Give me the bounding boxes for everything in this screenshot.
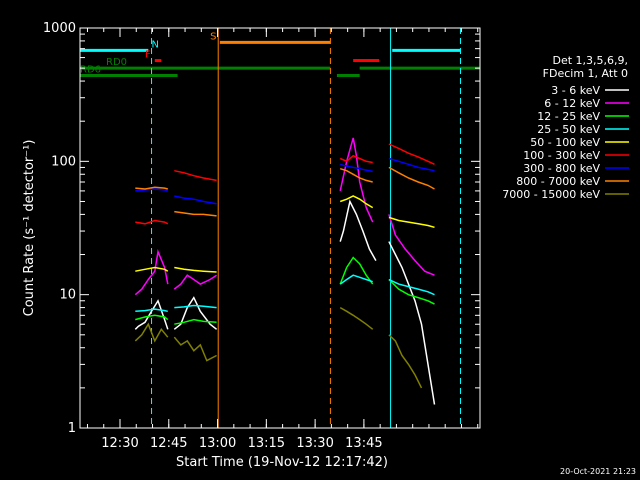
- series-line: [388, 278, 435, 296]
- y-axis: 1 10 100 1000: [43, 21, 480, 436]
- series-line: [174, 266, 217, 273]
- series-line: [174, 169, 217, 182]
- series-line: [135, 308, 168, 313]
- y-tick-label: 100: [51, 154, 76, 169]
- series-line: [174, 210, 217, 217]
- legend-header: Det 1,3,5,6,9,: [552, 54, 628, 67]
- series-line: [135, 266, 169, 272]
- series-line: [388, 278, 435, 305]
- generation-timestamp: 20-Oct-2021 21:23: [560, 467, 636, 476]
- legend-header: FDecim 1, Att 0: [543, 67, 628, 80]
- series-layer: [134, 137, 436, 405]
- series-line: [388, 143, 435, 165]
- annotation-label: S: [210, 31, 216, 42]
- series-line: [173, 336, 217, 362]
- legend-label: 12 - 25 keV: [537, 110, 600, 123]
- series-line: [339, 195, 374, 209]
- series-line: [174, 318, 217, 325]
- y-tick-label: 10: [59, 288, 76, 303]
- x-tick-label: 13:00: [199, 436, 236, 451]
- annotation-label: RD6: [80, 65, 101, 76]
- series-line: [339, 256, 374, 285]
- series-line: [134, 299, 169, 330]
- x-tick-label: 13:45: [345, 436, 382, 451]
- legend-label: 7000 - 15000 keV: [502, 188, 600, 201]
- series-line: [388, 241, 436, 405]
- legend-label: 100 - 300 keV: [523, 149, 600, 162]
- series-line: [388, 166, 435, 190]
- series-line: [134, 322, 169, 343]
- series-line: [339, 199, 377, 261]
- series-line: [388, 157, 435, 172]
- x-tick-label: 13:30: [296, 436, 333, 451]
- legend-label: 300 - 800 keV: [523, 162, 600, 175]
- annotation-label: F: [145, 50, 151, 61]
- y-tick-label: 1: [68, 421, 76, 436]
- observing-annotations: NF S RD0 RD6: [80, 31, 480, 78]
- series-line: [339, 306, 374, 330]
- series-line: [339, 163, 373, 173]
- annotation-label: N: [152, 39, 159, 50]
- chart-title: RHESSI Observing Summary Count Rates: [125, 3, 435, 21]
- x-axis: 12:30 12:45 13:00 13:15 13:30 13:45: [86, 28, 479, 451]
- series-line: [173, 296, 218, 330]
- series-line: [339, 137, 374, 223]
- annotation-label: RD0: [106, 57, 127, 68]
- x-tick-label: 12:45: [150, 436, 187, 451]
- y-tick-label: 1000: [43, 21, 76, 36]
- vertical-markers: [79, 28, 461, 428]
- series-line: [174, 195, 217, 205]
- legend-label: 6 - 12 keV: [544, 97, 600, 110]
- x-tick-label: 13:15: [248, 436, 285, 451]
- series-line: [339, 167, 373, 183]
- legend-label: 800 - 7000 keV: [516, 175, 600, 188]
- series-line: [174, 304, 217, 309]
- series-line: [135, 219, 169, 225]
- series-line: [339, 274, 373, 285]
- series-line: [134, 248, 169, 296]
- series-line: [173, 274, 218, 290]
- series-line: [388, 334, 423, 389]
- series-line: [339, 154, 373, 164]
- legend: Det 1,3,5,6,9,FDecim 1, Att 0 3 - 6 keV6 …: [502, 54, 629, 201]
- series-line: [135, 314, 169, 321]
- plot-frame: [79, 27, 481, 429]
- x-tick-label: 12:30: [101, 436, 138, 451]
- series-line: [135, 186, 169, 190]
- series-line: [388, 216, 435, 229]
- series-line: [135, 188, 169, 192]
- legend-label: 50 - 100 keV: [530, 136, 600, 149]
- x-axis-label: Start Time (19-Nov-12 12:17:42): [176, 455, 388, 470]
- legend-label: 25 - 50 keV: [537, 123, 600, 136]
- series-line: [388, 214, 435, 276]
- legend-label: 3 - 6 keV: [551, 84, 600, 97]
- y-axis-label: Count Rate (s⁻¹ detector⁻¹): [22, 140, 37, 317]
